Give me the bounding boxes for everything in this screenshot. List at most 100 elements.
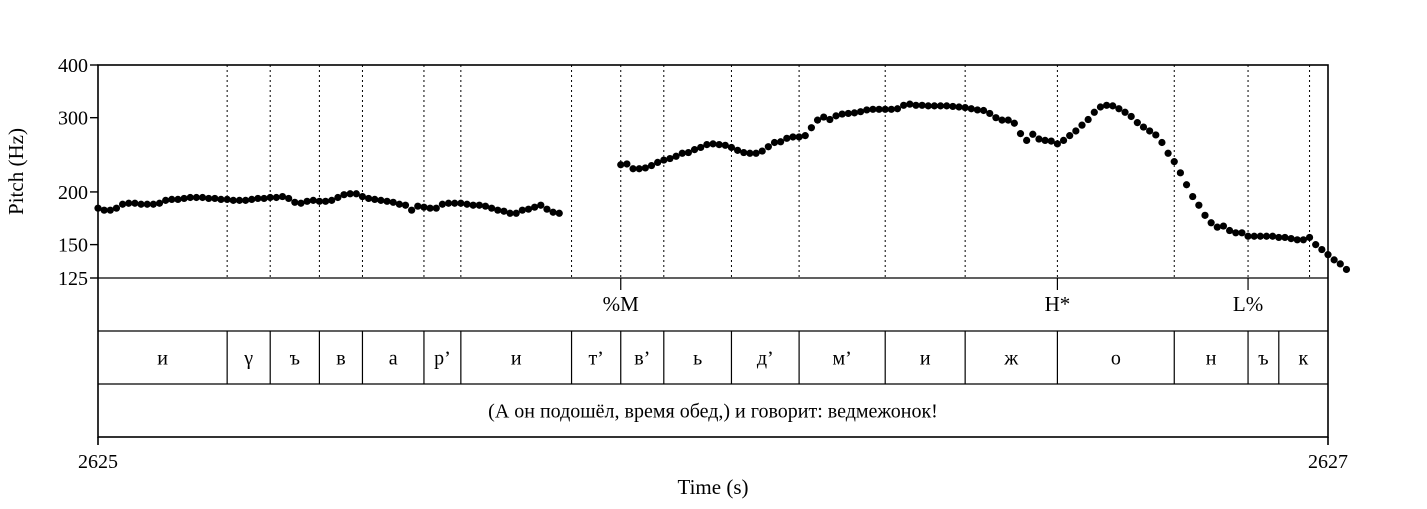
pitch-point-180 — [1256, 232, 1264, 240]
pitch-point-119 — [881, 105, 889, 113]
pitch-point-60 — [463, 200, 471, 208]
x-axis-title: Time (s) — [678, 475, 749, 499]
pitch-point-151 — [1078, 121, 1086, 129]
pitch-point-8 — [143, 200, 151, 208]
segment-label-12: и — [920, 348, 931, 370]
segment-label-10: д’ — [757, 348, 774, 370]
pitch-point-27 — [260, 194, 268, 203]
pitch-point-70 — [524, 205, 533, 213]
pitch-point-71 — [531, 203, 539, 211]
segment-label-8: в’ — [634, 348, 650, 370]
pitch-point-116 — [863, 106, 871, 114]
pitch-point-108 — [813, 116, 822, 124]
pitch-point-186 — [1293, 236, 1301, 244]
pitch-point-75 — [555, 209, 563, 217]
segment-label-9: ь — [693, 348, 702, 370]
tone-label-1: H* — [1045, 292, 1071, 316]
pitch-point-109 — [820, 113, 828, 121]
pitch-point-5 — [125, 199, 133, 207]
pitch-point-14 — [180, 194, 188, 203]
pitch-point-21 — [223, 195, 231, 204]
pitch-point-78 — [629, 165, 637, 173]
pitch-point-188 — [1305, 233, 1314, 242]
pitch-point-63 — [481, 202, 490, 210]
pitch-point-30 — [278, 192, 287, 201]
segment-label-1: γ — [243, 348, 253, 370]
pitch-point-99 — [758, 147, 766, 155]
pitch-point-147 — [1053, 140, 1061, 148]
pitch-point-79 — [635, 165, 643, 173]
pitch-point-178 — [1244, 232, 1252, 240]
pitch-point-67 — [506, 209, 514, 217]
tone-label-2: L% — [1233, 292, 1263, 316]
pitch-point-189 — [1312, 241, 1320, 249]
pitch-point-1 — [100, 206, 108, 214]
pitch-point-89 — [697, 143, 705, 152]
pitch-point-18 — [205, 194, 213, 203]
pitch-point-69 — [518, 206, 526, 214]
sentence-tier: (А он подошёл, время обед,) и говорит: в… — [488, 401, 938, 423]
pitch-point-29 — [272, 193, 280, 202]
pitch-point-3 — [112, 204, 121, 212]
pitch-point-164 — [1158, 138, 1166, 147]
pitch-point-102 — [777, 138, 785, 146]
pitch-point-124 — [912, 101, 920, 109]
pitch-point-47 — [383, 197, 391, 205]
pitch-point-165 — [1164, 149, 1172, 157]
segment-label-13: ж — [1003, 348, 1018, 370]
pitch-point-139 — [1004, 116, 1012, 124]
pitch-point-167 — [1176, 169, 1184, 177]
pitch-point-114 — [850, 109, 859, 117]
pitch-point-158 — [1121, 108, 1129, 116]
y-tick-label-2: 200 — [58, 182, 88, 204]
pitch-point-113 — [844, 109, 852, 118]
pitch-point-61 — [469, 201, 477, 209]
pitch-point-115 — [857, 108, 865, 116]
y-tick-label-0: 125 — [58, 268, 88, 290]
pitch-point-73 — [543, 205, 551, 213]
pitch-point-146 — [1047, 137, 1055, 145]
pitch-point-68 — [512, 209, 520, 217]
pitch-point-132 — [961, 103, 969, 112]
pitch-point-59 — [457, 199, 465, 207]
pitch-point-193 — [1336, 260, 1344, 268]
segment-label-4: а — [389, 348, 398, 370]
pitch-point-122 — [900, 101, 908, 109]
segment-label-5: р’ — [434, 348, 451, 370]
x-axis: 2625 2627 Time (s) — [78, 451, 1348, 499]
pitch-point-126 — [924, 102, 932, 110]
pitch-point-90 — [703, 140, 711, 149]
pitch-point-173 — [1213, 223, 1221, 231]
pitch-point-35 — [309, 196, 317, 204]
segment-boundaries — [226, 65, 1329, 278]
segment-label-17: к — [1299, 348, 1309, 370]
pitch-point-156 — [1109, 102, 1117, 110]
chart-frame — [97, 64, 1329, 445]
pitch-point-55 — [432, 204, 440, 212]
pitch-point-177 — [1238, 229, 1246, 237]
pitch-point-140 — [1010, 119, 1018, 127]
pitch-point-174 — [1219, 222, 1228, 230]
pitch-point-57 — [444, 199, 453, 207]
pitch-point-41 — [346, 190, 354, 198]
pitch-point-39 — [334, 193, 342, 202]
pitch-point-120 — [887, 105, 895, 113]
pitch-point-110 — [826, 115, 834, 124]
pitch-point-95 — [734, 146, 742, 154]
pitch-point-145 — [1041, 136, 1049, 144]
pitch-point-157 — [1115, 105, 1123, 113]
pitch-point-74 — [549, 208, 557, 216]
pitch-point-118 — [875, 105, 883, 113]
pitch-points — [94, 100, 1351, 274]
segment-label-15: н — [1206, 348, 1217, 370]
tone-tier: %M H* L% — [603, 278, 1263, 316]
pitch-point-16 — [192, 193, 200, 202]
x-tick-label-start: 2625 — [78, 451, 118, 473]
pitch-point-131 — [955, 103, 963, 111]
y-axis-ticks: 125 150 200 300 400 — [58, 55, 98, 290]
pitch-point-65 — [494, 206, 502, 214]
pitch-point-153 — [1090, 108, 1098, 116]
pitch-point-185 — [1287, 235, 1295, 243]
pitch-point-10 — [155, 199, 164, 207]
pitch-point-133 — [967, 105, 975, 113]
